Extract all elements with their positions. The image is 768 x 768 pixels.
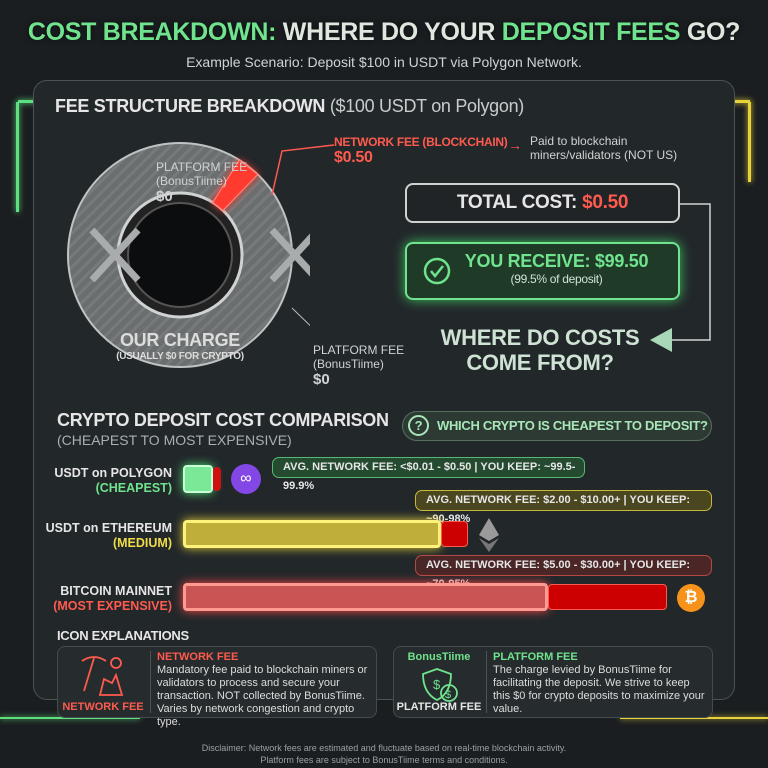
question-icon: ? [408,415,429,436]
polygon-icon: ∞ [231,464,261,494]
platform-fee-card: BonusTiime $ $ PLATFORM FEE PLATFORM FEE T… [393,646,713,718]
decor-line [0,717,140,719]
row-label-ethereum: USDT on ETHEREUM (MEDIUM) [45,521,172,550]
where-costs-heading: WHERE DO COSTS COME FROM? [440,325,640,375]
bitcoin-icon: ₿ [677,584,705,612]
comparison-subtitle: (CHEAPEST TO MOST EXPENSIVE) [57,432,292,448]
ethereum-icon [479,518,499,552]
page-title: COST BREAKDOWN: WHERE DO YOUR DEPOSIT FE… [27,18,741,46]
network-fee-label: NETWORK FEE (BLOCKCHAIN) $0.50 [334,135,508,166]
shield-dollar-icon: $$ [422,668,458,702]
bar-bitcoin-fee [548,584,667,610]
bar-polygon-fee [213,467,221,491]
x-mark-icon [269,227,310,283]
fee-donut-chart [67,142,310,368]
svg-text:$: $ [433,677,441,692]
network-fee-note: Paid to blockchain miners/validators (NO… [530,134,678,162]
row-label-bitcoin: BITCOIN MAINNET (MOST EXPENSIVE) [53,584,172,613]
disclaimer: Disclaimer: Network fees are estimated a… [201,743,567,765]
bar-polygon-keep [183,465,213,493]
bar-ethereum-fee [441,521,468,547]
subtitle: Example Scenario: Deposit $100 in USDT v… [186,54,582,70]
fee-structure-title: FEE STRUCTURE BREAKDOWN ($100 USDT on Po… [55,96,524,116]
connector-arrow [650,203,711,352]
svg-text:$: $ [445,689,451,701]
arrow-right-icon: → [508,137,522,153]
donut-center [127,202,233,308]
decor-line [748,102,751,182]
decor-line [16,102,19,212]
network-fee-card: NETWORK FEE NETWORK FEE Mandatory fee pai… [57,646,377,728]
info-bubble-bitcoin: AVG. NETWORK FEE: $5.00 - $30.00+ | YOU … [415,555,712,590]
pickaxe-icon [81,656,124,696]
check-circle-icon [423,257,451,285]
bar-ethereum-keep [183,520,441,548]
row-label-polygon: USDT on POLYGON (CHEAPEST) [54,466,172,495]
info-bubble-ethereum: AVG. NETWORK FEE: $2.00 - $10.00+ | YOU … [415,490,712,525]
comparison-title: CRYPTO DEPOSIT COST COMPARISON [57,410,389,430]
icon-explanations-title: ICON EXPLANATIONS [57,628,189,643]
question-pill: ? WHICH CRYPTO IS CHEAPEST TO DEPOSIT? [402,411,712,441]
platform-fee-label-top: PLATFORM FEE (BonusTiime) $0 [156,160,248,205]
total-cost-box: TOTAL COST: $0.50 [405,183,680,223]
decor-line [620,717,768,719]
bar-bitcoin-keep [183,583,548,611]
our-charge-label: OUR CHARGE (USUALLY $0 FOR CRYPTO) [116,330,244,362]
leader-line [291,307,310,327]
donut-slice-network-fee [212,159,259,212]
network-fee-leader [271,144,335,196]
platform-fee-label-bottom: PLATFORM FEE (BonusTiime) $0 [313,343,405,388]
brand-logo: BonusTiime [407,651,471,663]
x-mark-icon [89,227,141,283]
info-bubble-polygon: AVG. NETWORK FEE: <$0.01 - $0.50 | YOU K… [272,457,585,492]
you-receive-box: YOU RECEIVE: $99.50 (99.5% of deposit) [405,242,680,300]
